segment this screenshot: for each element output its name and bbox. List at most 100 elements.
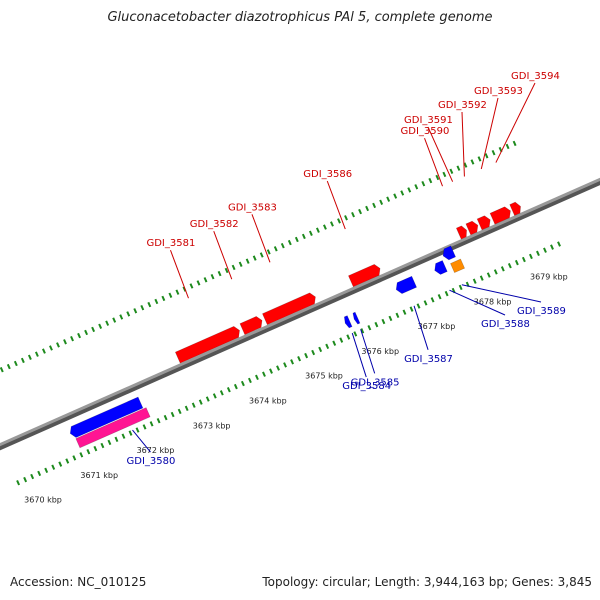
gene-label-gdi-3591[interactable]: GDI_3591 [404, 115, 453, 126]
scale-tick [119, 314, 124, 320]
scale-tick [269, 368, 273, 374]
scale-tick [290, 359, 295, 365]
scale-tick [226, 387, 231, 393]
scale-tick [219, 390, 224, 396]
scale-tick [332, 340, 337, 346]
gene-arrow-gdi-3584[interactable] [343, 315, 353, 329]
gene-label-gdi-3588[interactable]: GDI_3588 [481, 319, 530, 330]
gene-arrow-rna-3672[interactable] [75, 407, 151, 449]
scale-tick [128, 430, 133, 436]
scale-tick [344, 215, 348, 221]
gene-label-gdi-3582[interactable]: GDI_3582 [190, 219, 239, 230]
gene-arrow-gdi-3582[interactable] [239, 316, 263, 335]
scale-tick [456, 165, 461, 171]
scale-label: 3674 kbp [249, 397, 287, 406]
scale-tick [212, 393, 217, 399]
scale-tick [189, 283, 194, 289]
gene-arrow-gdi-3585[interactable] [352, 311, 361, 325]
gene-arrow-other-3678[interactable] [450, 258, 466, 274]
scale-tick [34, 351, 39, 357]
scale-tick [318, 346, 323, 353]
gene-leader-line [424, 137, 443, 187]
gene-label-gdi-3581[interactable]: GDI_3581 [146, 238, 195, 249]
scale-tick [491, 149, 496, 156]
scale-tick [210, 273, 215, 280]
scale-tick [191, 402, 196, 408]
gene-leader-line [480, 97, 499, 170]
scale-label: 3675 kbp [305, 372, 343, 381]
gene-leader-line [360, 329, 376, 374]
gene-arrow-gdi-3594[interactable] [509, 201, 521, 216]
scale-tick [536, 250, 540, 257]
scale-tick [27, 354, 32, 360]
gene-arrow-gdi-3588[interactable] [434, 260, 448, 275]
scale-tick [177, 408, 182, 415]
scale-tick [105, 320, 110, 326]
gene-arrow-gdi-3586[interactable] [348, 263, 381, 288]
gene-label-gdi-3580[interactable]: GDI_3580 [127, 456, 176, 467]
scale-tick [140, 304, 145, 311]
scale-tick [252, 255, 257, 261]
gene-label-gdi-3589[interactable]: GDI_3589 [517, 306, 566, 317]
scale-tick [430, 297, 435, 303]
scale-tick [472, 278, 477, 284]
scale-tick [367, 325, 372, 331]
gene-arrow-gdi-3591[interactable] [465, 220, 479, 236]
gene-label-gdi-3583[interactable]: GDI_3583 [228, 202, 277, 213]
gene-arrow-gdi-3583[interactable] [262, 292, 316, 326]
scale-tick [479, 275, 484, 281]
gene-label-gdi-3594[interactable]: GDI_3594 [511, 71, 560, 82]
forward-tick-track [0, 140, 517, 373]
scale-tick [294, 236, 299, 243]
scale-tick [337, 218, 341, 224]
gene-label-gdi-3593[interactable]: GDI_3593 [474, 86, 523, 97]
scale-tick [114, 436, 119, 443]
scale-tick [346, 334, 351, 340]
gene-label-gdi-3592[interactable]: GDI_3592 [438, 100, 487, 111]
gene-arrow-gdi-3581[interactable] [174, 325, 240, 364]
gene-arrow-gdi-3587[interactable] [395, 275, 417, 294]
scale-tick [393, 193, 398, 199]
scale-tick [507, 263, 512, 269]
scale-tick [37, 470, 42, 477]
gene-leader-line [251, 214, 271, 263]
gene-arrow-gdi-3589[interactable] [442, 245, 456, 261]
scale-tick [308, 230, 313, 236]
gene-arrow-gdi-3590[interactable] [455, 225, 467, 240]
scale-tick [142, 424, 147, 430]
gene-arrow-gdi-3592[interactable] [476, 215, 491, 231]
scale-tick [500, 266, 505, 272]
scale-tick [70, 335, 74, 342]
scale-tick [273, 246, 278, 252]
gene-label-gdi-3587[interactable]: GDI_3587 [404, 354, 453, 365]
scale-tick [86, 449, 91, 455]
scale-tick [330, 221, 334, 227]
scale-tick [98, 323, 103, 329]
scale-tick [463, 162, 468, 168]
scale-tick [315, 227, 320, 233]
scale-tick [262, 371, 266, 377]
gene-label-gdi-3586[interactable]: GDI_3586 [303, 169, 352, 180]
scale-tick [543, 247, 547, 253]
gene-leader-line [461, 284, 542, 303]
scale-tick [386, 196, 391, 202]
scale-tick [23, 476, 28, 483]
scale-tick [13, 360, 18, 367]
gene-arrow-gdi-3593[interactable] [489, 206, 511, 225]
scale-tick [84, 329, 89, 336]
gene-leader-line [326, 180, 346, 230]
gene-label-gdi-3584[interactable]: GDI_3584 [342, 381, 391, 392]
scale-label: 3672 kbp [137, 446, 175, 455]
scale-tick [248, 377, 252, 384]
scale-tick [437, 294, 442, 300]
scale-label: 3679 kbp [530, 273, 568, 282]
scale-tick [154, 298, 159, 305]
scale-label: 3678 kbp [474, 297, 512, 306]
gene-leader-line [170, 250, 189, 299]
scale-tick [360, 328, 365, 334]
gene-label-gdi-3590[interactable]: GDI_3590 [401, 126, 450, 137]
gene-label-gdi-3585[interactable]: GDI_3585 [351, 377, 400, 388]
gene-arrow-gdi-3580[interactable] [69, 396, 144, 438]
scale-tick [42, 348, 46, 354]
